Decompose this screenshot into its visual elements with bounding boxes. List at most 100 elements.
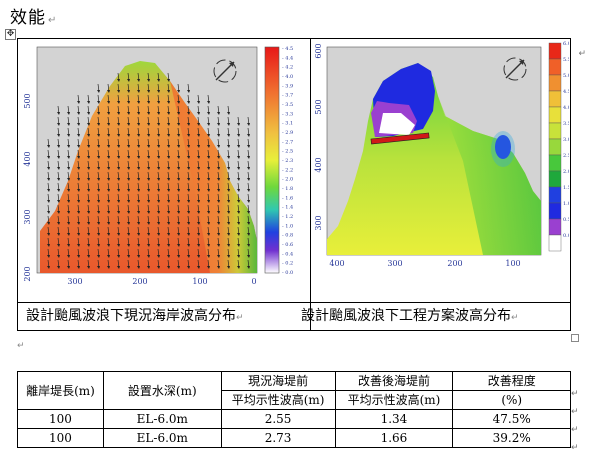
colorbar-label: - 2.2: [282, 167, 293, 173]
figure-caption-left: 設計颱風波浪下現況海岸波高分布↵: [26, 308, 244, 324]
x-tick: 200: [132, 277, 147, 286]
colorbar-label: - 4.4: [282, 55, 293, 61]
colorbar-label: - 1.8: [282, 186, 293, 192]
colorbar-label: - 4.0: [282, 74, 293, 80]
colorbar-swatch: [548, 74, 562, 92]
colorbar-label: - 0.4: [282, 251, 293, 257]
colorbar-label: - 2.7: [282, 139, 293, 145]
cell-after: 1.34: [334, 409, 454, 429]
x-tick: 400: [329, 259, 344, 268]
colorbar-label: - 3.9: [282, 83, 293, 89]
header-improve: 改善程度: [452, 371, 571, 391]
y-tick: 300: [23, 209, 32, 224]
colorbar-label: - 4.2: [282, 65, 293, 71]
colorbar-swatch: [548, 58, 562, 76]
row-end-mark: ↵: [571, 389, 579, 399]
colorbar-swatch: [548, 90, 562, 108]
y-tick: 400: [23, 151, 32, 166]
colorbar-label: - 3.7: [282, 93, 293, 99]
table-move-handle-icon[interactable]: ✥: [5, 29, 16, 40]
colorbar-swatch: [548, 234, 562, 252]
colorbar-label: - 3.1: [282, 121, 293, 127]
header-improve-sub: (%): [452, 390, 571, 410]
colorbar-label: - 3.5: [282, 102, 293, 108]
y-tick: 400: [314, 157, 323, 172]
colorbar-label: 3.5: [563, 121, 569, 127]
colorbar-label: - 3.3: [282, 111, 293, 117]
row-end-mark: ↵: [571, 443, 579, 453]
header-after-sub: 平均示性波高(m): [334, 390, 454, 410]
header-depth: 設置水深(m): [102, 371, 222, 410]
north-arrow-icon: [503, 57, 527, 81]
north-arrow-icon: [213, 59, 237, 83]
colorbar-swatch: [548, 186, 562, 204]
x-tick: 300: [67, 277, 82, 286]
colorbar-swatch: [548, 202, 562, 220]
y-tick: 600: [314, 43, 323, 58]
colorbar-label: - 0.8: [282, 233, 293, 239]
colorbar-label: 0.5: [563, 217, 569, 223]
header-after: 改善後海堤前: [334, 371, 454, 391]
results-table: 離岸堤長(m) 設置水深(m) 現況海堤前 改善後海堤前 改善程度 平均示性波高…: [17, 371, 571, 448]
cell-depth: EL-6.0m: [102, 409, 222, 429]
colorbar-label: - 2.3: [282, 158, 293, 164]
colorbar: 6.0 5.5 5.0 4.5 4.0 3.5 3.0 2.5 2.0 1.5 1.0 0.5 0.0: [548, 41, 569, 252]
x-tick: 300: [387, 259, 402, 268]
colorbar-swatch: [548, 138, 562, 156]
colorbar-label: 1.5: [563, 185, 569, 191]
colorbar-label: - 4.5: [282, 46, 293, 52]
colorbar-label: 2.5: [563, 153, 569, 159]
colorbar: [264, 46, 280, 274]
colorbar-label: - 1.4: [282, 205, 293, 211]
colorbar-label: - 1.0: [282, 223, 293, 229]
figure-caption-right: 設計颱風波浪下工程方案波高分布↵: [301, 308, 519, 324]
cell-distance: 100: [17, 428, 104, 448]
header-distance: 離岸堤長(m): [17, 371, 104, 410]
y-tick: 500: [314, 99, 323, 114]
colorbar-label: 4.5: [563, 89, 569, 95]
colorbar-label: 5.5: [563, 57, 569, 63]
project-wave-height-map: 600 500 400 300 400 300 200 100 6.0 5.5 5.…: [314, 41, 569, 268]
x-tick: 200: [447, 259, 462, 268]
colorbar-swatch: [548, 218, 562, 236]
y-tick: 500: [23, 93, 32, 108]
cell-before: 2.55: [220, 409, 336, 429]
colorbar-label: - 1.6: [282, 195, 293, 201]
colorbar-label: 3.0: [563, 137, 569, 143]
table-row: 100 EL-6.0m 2.73 1.66 39.2%: [17, 428, 571, 448]
cell-distance: 100: [17, 409, 104, 429]
colorbar-label: - 0.0: [282, 270, 293, 276]
colorbar-label: - 2.0: [282, 177, 293, 183]
y-tick: 300: [314, 215, 323, 230]
table-row: 100 EL-6.0m 2.55 1.34 47.5%: [17, 409, 571, 429]
colorbar-swatch: [548, 122, 562, 140]
colorbar-label: - 1.2: [282, 214, 293, 220]
cell-improve: 39.2%: [452, 428, 571, 448]
y-tick: 200: [23, 266, 32, 281]
x-tick: 100: [505, 259, 520, 268]
colorbar-swatch: [548, 154, 562, 172]
table-resize-handle[interactable]: [571, 334, 579, 342]
colorbar-label: 5.0: [563, 73, 569, 79]
cell-after: 1.66: [334, 428, 454, 448]
cell-improve: 47.5%: [452, 409, 571, 429]
row-end-mark: ↵: [571, 425, 579, 435]
paragraph-mark: ↵: [17, 341, 25, 351]
header-before: 現況海堤前: [220, 371, 336, 391]
current-wave-height-map: 500 400 300 200 300 200 100 0 - 4.5 - 4.4…: [23, 46, 293, 286]
figure-table: 500 400 300 200 300 200 100 0 - 4.5 - 4.4…: [17, 38, 586, 331]
colorbar-swatch: [548, 42, 562, 60]
x-tick: 100: [192, 277, 207, 286]
row-end-mark: ↵: [578, 49, 586, 59]
cell-depth: EL-6.0m: [102, 428, 222, 448]
colorbar-label: - 2.9: [282, 130, 293, 136]
colorbar-label: 1.0: [563, 201, 569, 207]
colorbar-swatch: [548, 170, 562, 188]
row-end-mark: ↵: [571, 407, 579, 417]
colorbar-label: 0.0: [563, 233, 569, 239]
colorbar-label: - 0.2: [282, 261, 293, 267]
x-tick: 0: [251, 277, 256, 286]
colorbar-swatch: [548, 106, 562, 124]
colorbar-label: 6.0: [563, 41, 569, 47]
cell-before: 2.73: [220, 428, 336, 448]
